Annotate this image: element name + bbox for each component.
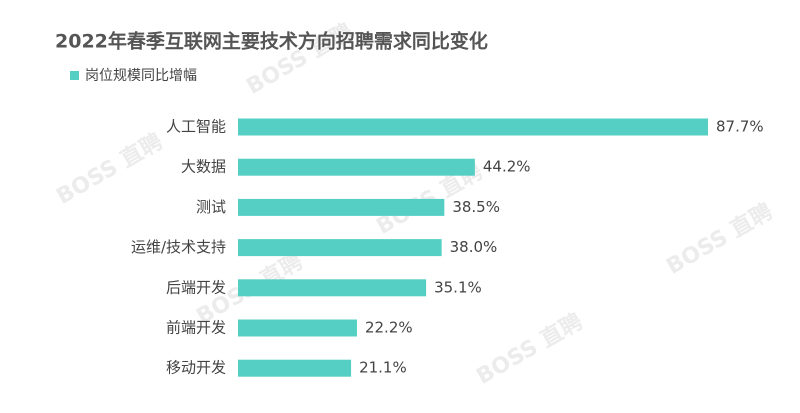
- bar: [238, 239, 442, 257]
- value-label: 38.0%: [450, 238, 498, 256]
- watermark: BOSS 直聘: [472, 308, 587, 389]
- watermark: BOSS 直聘: [52, 128, 167, 209]
- bar: [238, 319, 357, 337]
- category-label: 测试: [196, 198, 226, 216]
- legend-swatch: [70, 71, 79, 80]
- bar: [238, 279, 427, 297]
- bar: [238, 198, 445, 216]
- value-label: 87.7%: [716, 118, 764, 136]
- bar: [238, 359, 352, 377]
- bar: [238, 118, 708, 136]
- category-label: 人工智能: [166, 118, 226, 136]
- category-label: 运维/技术支持: [131, 238, 226, 256]
- value-label: 38.5%: [452, 198, 500, 216]
- chart-title: 2022年春季互联网主要技术方向招聘需求同比变化: [55, 30, 488, 53]
- value-label: 21.1%: [359, 359, 407, 377]
- value-label: 35.1%: [434, 278, 482, 296]
- legend-label: 岗位规模同比增幅: [85, 68, 197, 84]
- value-label: 22.2%: [365, 319, 413, 337]
- category-label: 后端开发: [166, 278, 226, 296]
- bar: [238, 158, 475, 176]
- watermark: BOSS 直聘: [662, 198, 777, 279]
- category-label: 移动开发: [166, 359, 226, 377]
- value-label: 44.2%: [483, 158, 531, 176]
- category-label: 前端开发: [166, 319, 226, 337]
- category-label: 大数据: [181, 158, 226, 176]
